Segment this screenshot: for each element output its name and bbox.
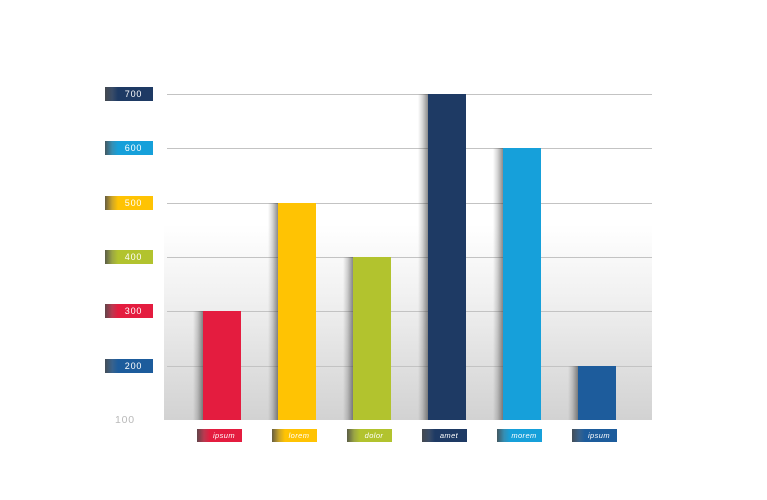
gridline-600 xyxy=(167,148,652,150)
x-category-label: dolor xyxy=(364,431,384,440)
label-box-shadow xyxy=(197,429,210,442)
bar-morem-600 xyxy=(492,148,541,420)
bar-amet-700 xyxy=(417,94,466,420)
tick-box-shadow xyxy=(105,358,118,373)
x-category-label: morem xyxy=(511,431,537,440)
tick-box-shadow xyxy=(105,141,118,156)
y-tick-value-100: 100 xyxy=(115,414,135,426)
gridline-700 xyxy=(167,94,652,95)
x-label-box-0-ipsum: ipsum xyxy=(197,429,242,442)
y-tick-value: 300 xyxy=(124,306,143,317)
y-tick-box-400: 400 xyxy=(105,250,153,264)
y-tick-box-200: 200 xyxy=(105,358,153,373)
y-tick-value: 200 xyxy=(124,360,143,371)
y-tick-value: 400 xyxy=(124,252,143,262)
y-tick-box-300: 300 xyxy=(105,304,153,319)
x-label-box-2-dolor: dolor xyxy=(347,429,392,442)
x-label-box-5-ipsum: ipsum xyxy=(572,429,617,442)
x-category-label: ipsum xyxy=(212,431,235,440)
y-tick-value: 700 xyxy=(124,89,143,99)
bar-ipsum-200 xyxy=(567,365,616,421)
bar-dolor-400 xyxy=(342,257,391,420)
x-label-box-4-morem: morem xyxy=(497,429,542,442)
tick-box-shadow xyxy=(105,304,118,319)
tick-box-shadow xyxy=(105,87,118,101)
tick-box-shadow xyxy=(105,250,118,264)
y-tick-value: 500 xyxy=(124,197,143,208)
x-label-box-1-lorem: lorem xyxy=(272,429,317,442)
label-box-shadow xyxy=(422,429,435,442)
gridline-300 xyxy=(167,311,652,313)
gridline-500 xyxy=(167,202,652,204)
label-box-shadow xyxy=(572,429,585,442)
label-box-shadow xyxy=(497,429,510,442)
x-category-label: lorem xyxy=(288,431,310,440)
y-tick-box-600: 600 xyxy=(105,141,153,156)
label-box-shadow xyxy=(347,429,360,442)
x-label-box-3-amet: amet xyxy=(422,429,467,442)
gridline-200 xyxy=(167,365,652,367)
bar-lorem-500 xyxy=(267,202,316,421)
label-box-shadow xyxy=(272,429,285,442)
bar-ipsum-300 xyxy=(192,311,241,420)
plot-area xyxy=(164,94,652,421)
tick-box-shadow xyxy=(105,195,118,210)
y-tick-box-500: 500 xyxy=(105,195,153,210)
gridline-400 xyxy=(167,257,652,258)
x-category-label: amet xyxy=(439,431,459,440)
x-category-label: ipsum xyxy=(587,431,610,440)
y-tick-box-700: 700 xyxy=(105,87,153,101)
y-tick-value: 600 xyxy=(124,143,143,154)
